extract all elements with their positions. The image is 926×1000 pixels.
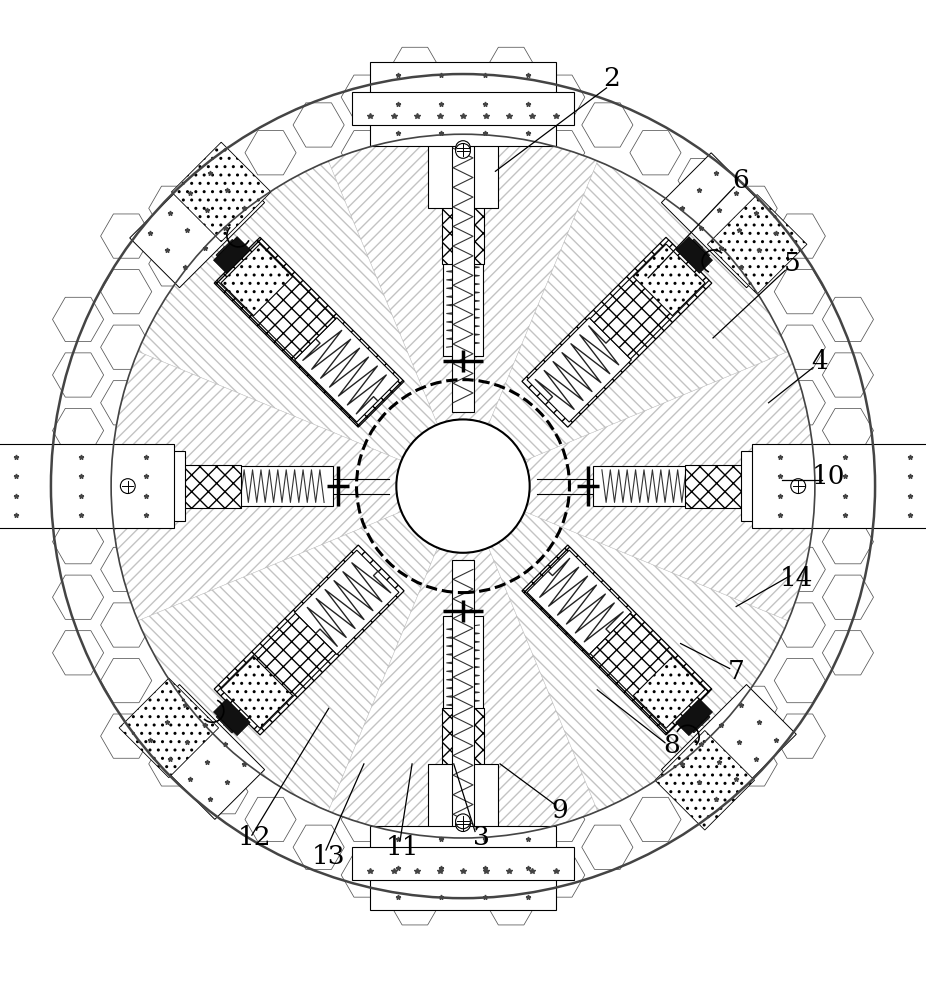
Circle shape (120, 479, 135, 494)
Polygon shape (590, 613, 709, 732)
Circle shape (111, 134, 815, 838)
Bar (452, 143, 474, 412)
Text: 10: 10 (812, 464, 845, 489)
Polygon shape (527, 550, 632, 655)
Polygon shape (655, 731, 755, 830)
Polygon shape (171, 142, 271, 242)
Bar (452, 560, 474, 829)
Text: 7: 7 (728, 659, 745, 684)
Polygon shape (443, 616, 483, 773)
Text: 2: 2 (603, 66, 619, 91)
Polygon shape (214, 699, 250, 736)
Polygon shape (130, 685, 265, 819)
Polygon shape (119, 678, 219, 778)
Circle shape (396, 419, 530, 553)
Polygon shape (217, 240, 336, 359)
Polygon shape (221, 244, 293, 316)
Polygon shape (116, 451, 185, 521)
Polygon shape (214, 237, 250, 273)
Bar (352, 847, 574, 880)
Polygon shape (0, 444, 174, 528)
Polygon shape (370, 62, 556, 146)
Text: 3: 3 (473, 825, 490, 850)
Polygon shape (661, 685, 796, 819)
Circle shape (456, 814, 470, 829)
Polygon shape (590, 240, 709, 359)
Polygon shape (741, 451, 810, 521)
Polygon shape (171, 465, 241, 508)
Wedge shape (463, 352, 815, 621)
Circle shape (456, 817, 470, 832)
Text: 13: 13 (312, 844, 345, 869)
Polygon shape (633, 657, 705, 728)
Polygon shape (428, 139, 498, 208)
Polygon shape (593, 466, 750, 506)
Polygon shape (752, 444, 926, 528)
Polygon shape (661, 153, 796, 288)
Text: 4: 4 (811, 349, 828, 374)
Polygon shape (294, 318, 399, 422)
Circle shape (456, 143, 470, 158)
Polygon shape (294, 550, 399, 655)
Circle shape (456, 141, 470, 156)
Wedge shape (329, 135, 597, 486)
Wedge shape (111, 352, 463, 621)
Polygon shape (676, 699, 712, 736)
Polygon shape (442, 194, 484, 264)
Text: 9: 9 (552, 798, 569, 823)
Text: 12: 12 (238, 825, 271, 850)
Circle shape (791, 479, 806, 494)
Polygon shape (217, 613, 336, 732)
Text: 14: 14 (780, 566, 813, 591)
Wedge shape (138, 161, 463, 486)
Polygon shape (176, 466, 333, 506)
Polygon shape (214, 545, 404, 735)
Polygon shape (214, 237, 404, 427)
Polygon shape (527, 318, 632, 422)
Polygon shape (707, 195, 807, 294)
Text: 8: 8 (663, 733, 680, 758)
Wedge shape (463, 161, 788, 486)
Wedge shape (463, 486, 788, 811)
Polygon shape (522, 237, 712, 427)
Polygon shape (522, 545, 712, 735)
Wedge shape (329, 486, 597, 838)
Polygon shape (428, 764, 498, 833)
Polygon shape (370, 826, 556, 910)
Text: 6: 6 (732, 168, 749, 193)
Text: 5: 5 (783, 251, 800, 276)
Wedge shape (138, 486, 463, 811)
Bar (352, 92, 574, 125)
Polygon shape (676, 237, 712, 273)
Polygon shape (130, 153, 265, 288)
Polygon shape (221, 657, 293, 728)
Polygon shape (685, 465, 755, 508)
Polygon shape (442, 708, 484, 778)
Polygon shape (443, 199, 483, 356)
Polygon shape (633, 244, 705, 316)
Text: 11: 11 (386, 835, 419, 860)
